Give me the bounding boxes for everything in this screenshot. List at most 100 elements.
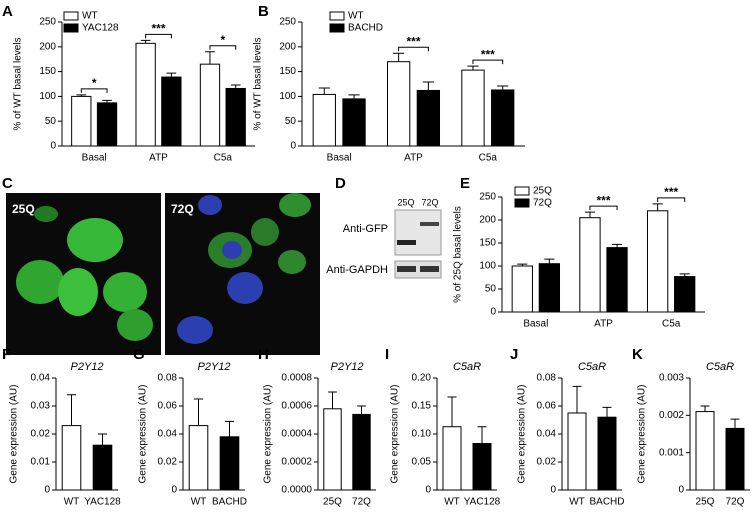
error-bar xyxy=(166,72,177,78)
error-bar xyxy=(66,394,77,426)
bar xyxy=(323,408,342,491)
band xyxy=(420,222,439,226)
row-label: Anti-GAPDH xyxy=(326,264,388,276)
panel-letter: D xyxy=(335,175,346,192)
cell xyxy=(251,218,279,246)
chart-title: C5aR xyxy=(453,361,481,373)
bar xyxy=(342,98,366,147)
bar xyxy=(511,265,533,313)
y-tick-label: 50 xyxy=(285,116,297,127)
legend-swatch xyxy=(63,23,79,33)
y-tick-label: 250 xyxy=(479,192,496,203)
legend-label: YAC128 xyxy=(82,23,119,34)
chart-panel: G P2Y12 Gene expression (AU) 0 0.02 0.04 0.06 0… xyxy=(133,346,247,508)
chart-panel: B % of WT basal levels 0 50 100 150 200 250 Basa… xyxy=(253,3,525,164)
error-bar xyxy=(730,418,740,429)
y-axis-label: % of 25Q basal levels xyxy=(453,206,464,303)
bar xyxy=(491,89,515,147)
legend-label: WT xyxy=(82,11,98,22)
error-bar xyxy=(517,263,528,266)
error-bar xyxy=(477,426,487,444)
cell xyxy=(103,272,147,312)
y-tick-label: 0.02 xyxy=(537,457,557,468)
microscopy-images: C 25Q 72Q xyxy=(2,175,320,355)
significance-bracket xyxy=(398,46,429,52)
nucleus xyxy=(198,195,222,215)
y-tick-label: 0.003 xyxy=(659,373,684,384)
significance-bracket xyxy=(657,197,686,202)
error-bar xyxy=(700,405,710,412)
x-tick-label: WT xyxy=(191,497,207,508)
y-tick-label: 0.03 xyxy=(31,401,51,412)
significance-label: *** xyxy=(481,47,495,61)
y-tick-label: 0.001 xyxy=(659,447,684,458)
error-bar xyxy=(393,52,405,62)
y-axis-label: Gene expression (AU) xyxy=(637,385,648,484)
panel-letter: H xyxy=(258,346,269,363)
bar xyxy=(312,93,336,147)
error-bar xyxy=(652,203,663,211)
y-tick-label: 0.0002 xyxy=(281,457,312,468)
x-tick-label: YAC128 xyxy=(84,497,121,508)
bar xyxy=(461,69,485,147)
error-bar xyxy=(497,85,509,90)
panel-letter: E xyxy=(460,175,470,192)
legend-label: 25Q xyxy=(533,186,552,197)
bar xyxy=(61,425,82,491)
chart-panel: I C5aR Gene expression (AU) 0 0.05 0.10 0.15 0.… xyxy=(385,346,501,508)
y-tick-label: 0.0008 xyxy=(281,373,312,384)
chart-title: P2Y12 xyxy=(330,361,363,373)
significance-label: *** xyxy=(151,22,165,36)
y-tick-label: 0.02 xyxy=(31,429,51,440)
bar xyxy=(92,444,113,491)
cell xyxy=(16,260,64,304)
y-tick-label: 250 xyxy=(39,17,56,28)
y-tick-label: 100 xyxy=(279,91,296,102)
x-tick-label: ATP xyxy=(594,319,613,330)
nucleus xyxy=(227,272,263,304)
bar xyxy=(352,413,371,491)
significance-bracket xyxy=(209,45,237,50)
y-axis-label: Gene expression (AU) xyxy=(263,385,274,484)
cell xyxy=(279,193,311,217)
bar xyxy=(225,87,246,147)
nucleus xyxy=(222,241,242,259)
significance-bracket xyxy=(80,88,108,93)
lane-label: 25Q xyxy=(397,197,414,207)
chart-panel: A % of WT basal levels 0 50 100 150 200 250 Basa… xyxy=(2,3,255,164)
chart-title: C5aR xyxy=(578,361,606,373)
bar xyxy=(442,426,462,491)
bar xyxy=(695,411,715,491)
panel-letter: F xyxy=(2,346,11,363)
error-bar xyxy=(205,51,215,65)
x-tick-label: YAC128 xyxy=(464,497,501,508)
x-tick-label: Basal xyxy=(523,319,548,330)
significance-label: *** xyxy=(596,193,610,207)
x-tick-label: 72Q xyxy=(352,497,371,508)
legend-swatch xyxy=(329,23,345,33)
x-tick-label: BACHD xyxy=(589,497,624,508)
y-tick-label: 150 xyxy=(39,66,56,77)
chart-panel: F P2Y12 Gene expression (AU) 0 0.01 0.02 0.03 0… xyxy=(2,346,121,508)
y-tick-label: 0.0000 xyxy=(281,485,312,496)
error-bar xyxy=(102,99,112,103)
image-label: 25Q xyxy=(12,202,35,216)
x-tick-label: WT xyxy=(569,497,585,508)
y-tick-label: 50 xyxy=(45,116,57,127)
chart-panel: H P2Y12 Gene expression (AU) 0.0000 0.0002 0.… xyxy=(258,346,376,508)
error-bar xyxy=(422,81,434,91)
y-tick-label: 50 xyxy=(485,284,497,295)
y-tick-label: 0.04 xyxy=(537,429,557,440)
significance-bracket xyxy=(589,205,618,211)
y-tick-label: 0.0004 xyxy=(281,429,312,440)
error-bar xyxy=(97,433,108,446)
x-tick-label: WT xyxy=(64,497,80,508)
bar xyxy=(199,63,221,147)
y-tick-label: 0 xyxy=(44,485,50,496)
bar xyxy=(646,210,669,313)
legend-swatch xyxy=(514,186,530,196)
x-tick-label: WT xyxy=(444,497,460,508)
panel-letter: I xyxy=(385,346,389,363)
y-tick-label: 100 xyxy=(39,91,56,102)
